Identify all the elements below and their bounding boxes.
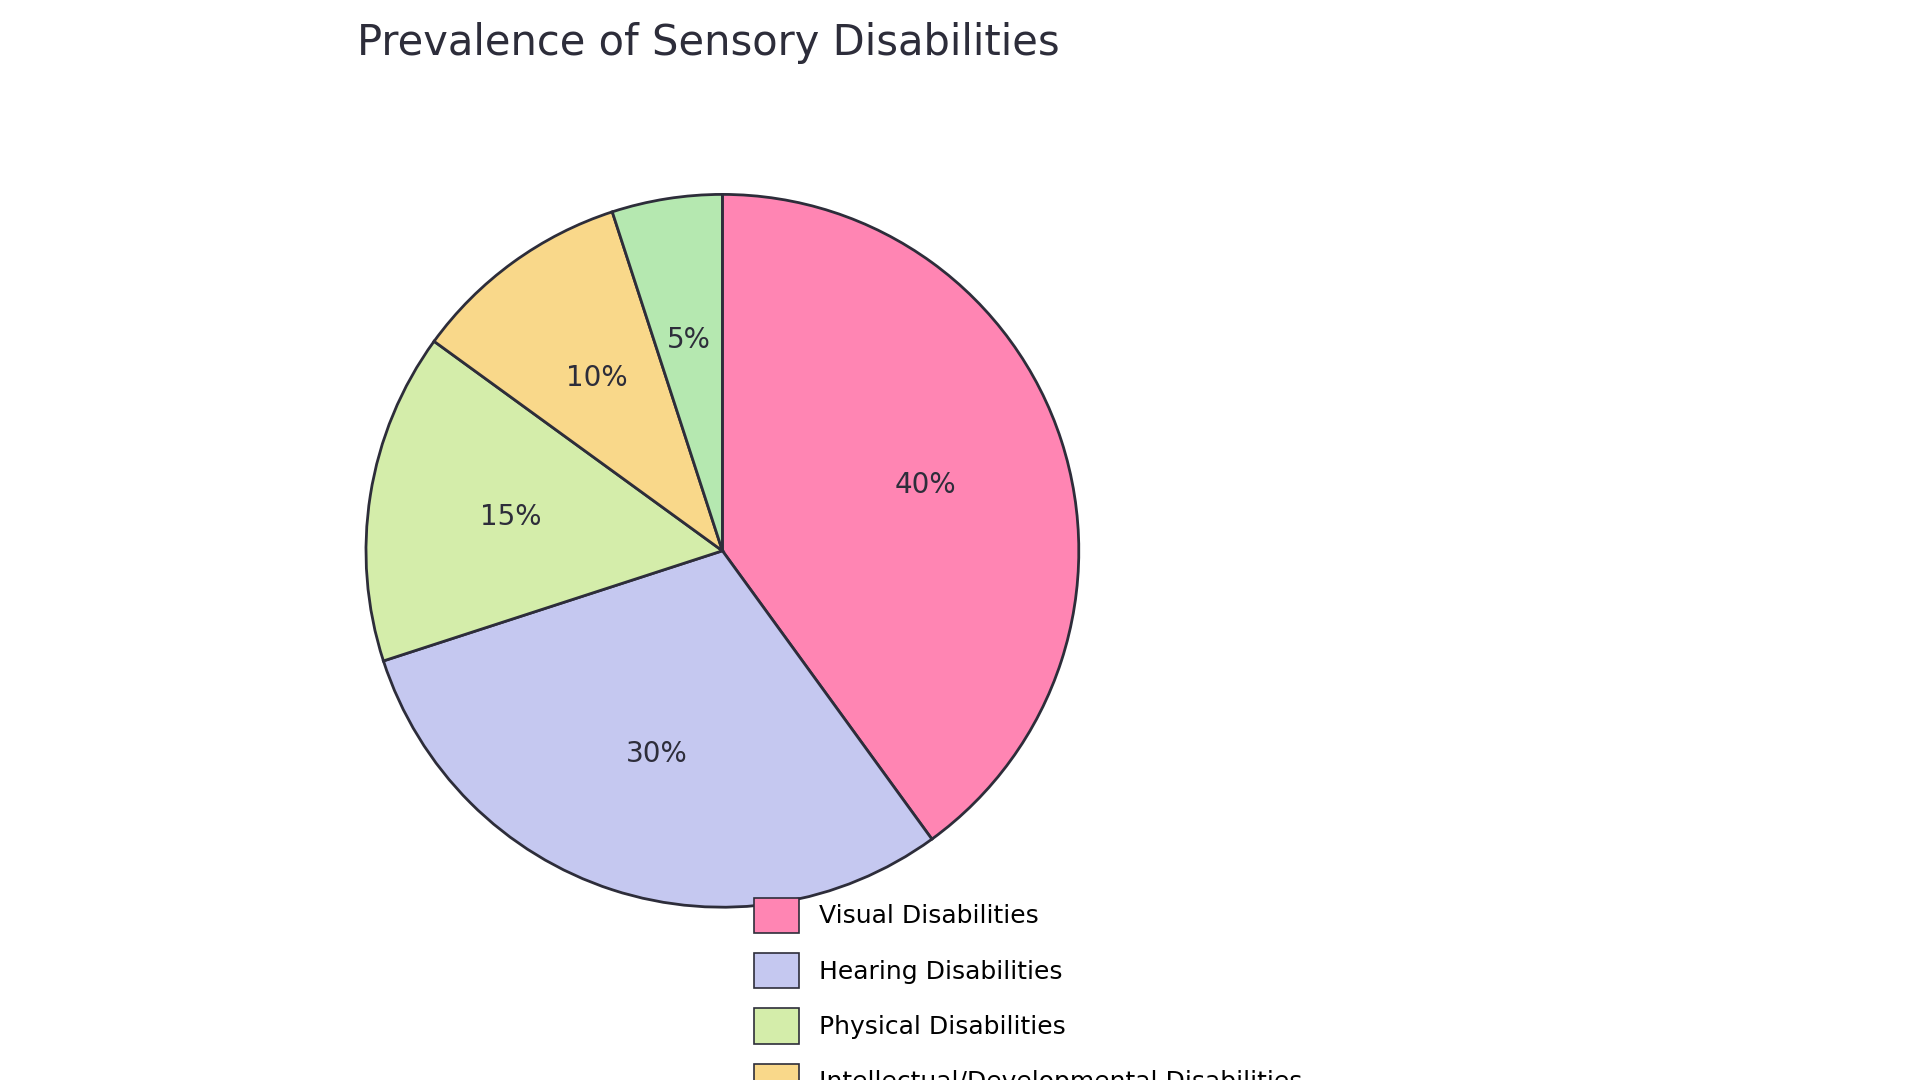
Wedge shape [384, 551, 931, 907]
Text: 10%: 10% [566, 364, 628, 392]
Text: 40%: 40% [895, 471, 956, 499]
Text: 30%: 30% [626, 740, 687, 768]
Wedge shape [434, 212, 722, 551]
Text: Prevalence of Sensory Disabilities: Prevalence of Sensory Disabilities [357, 22, 1060, 64]
Text: 15%: 15% [480, 503, 541, 531]
Wedge shape [367, 341, 722, 661]
Wedge shape [722, 194, 1079, 839]
Wedge shape [612, 194, 722, 551]
Text: 5%: 5% [666, 325, 710, 353]
Legend: Visual Disabilities, Hearing Disabilities, Physical Disabilities, Intellectual/D: Visual Disabilities, Hearing Disabilitie… [741, 886, 1315, 1080]
